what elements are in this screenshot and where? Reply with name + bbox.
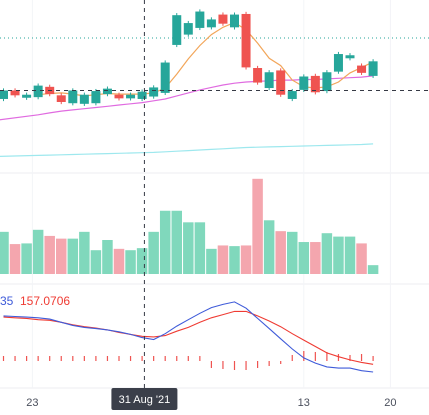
grid-layer xyxy=(0,0,429,389)
candle-body xyxy=(322,72,332,92)
volume-bar xyxy=(148,231,159,274)
macd-line xyxy=(3,301,374,373)
volume-bar xyxy=(9,244,21,274)
candle-body xyxy=(345,55,355,59)
candle-body xyxy=(230,14,239,28)
volume-pane xyxy=(0,178,379,274)
volume-bar xyxy=(310,242,321,274)
volume-bar xyxy=(159,210,171,274)
candle-body xyxy=(68,90,78,104)
candle-body xyxy=(10,90,20,96)
time-tick-label: 13 xyxy=(298,397,310,409)
volume-bar xyxy=(113,248,125,274)
candle-body xyxy=(357,65,367,73)
volume-bar xyxy=(206,248,217,274)
volume-bar xyxy=(263,220,275,274)
candle-body xyxy=(172,15,182,45)
volume-bar xyxy=(171,210,182,274)
time-tick-label: 20 xyxy=(384,397,396,409)
volume-bar xyxy=(90,250,102,274)
volume-bar xyxy=(21,243,32,274)
volume-bar xyxy=(252,178,263,274)
macd-pane xyxy=(2,301,374,373)
ma-long-line xyxy=(0,143,374,157)
volume-bar xyxy=(136,248,148,274)
volume-bar xyxy=(229,246,240,274)
candle-body xyxy=(22,94,32,98)
crosshair-date-label-bg xyxy=(111,388,178,410)
volume-bar xyxy=(102,240,113,274)
candle-body xyxy=(264,72,274,89)
candle-body xyxy=(276,70,286,95)
candle-body xyxy=(253,68,263,83)
candle-body xyxy=(91,91,101,104)
candle-body xyxy=(195,11,205,28)
time-tick-label: 23 xyxy=(26,397,38,409)
candle-body xyxy=(79,94,89,104)
macd-legend-value: 35 xyxy=(0,294,14,308)
candle-body xyxy=(149,87,159,97)
candle-body xyxy=(160,62,170,93)
candle-body xyxy=(183,23,193,35)
volume-bar xyxy=(44,235,55,274)
volume-bar xyxy=(183,222,194,274)
volume-bar xyxy=(287,231,298,274)
signal-legend-value: 157.0706 xyxy=(20,294,70,308)
candle-body xyxy=(137,91,147,99)
volume-bar xyxy=(275,231,286,274)
candle-body xyxy=(333,54,343,72)
crosshair-date-label: 31 Aug '21 xyxy=(119,394,171,406)
candle-body xyxy=(56,95,66,102)
candle-body xyxy=(241,13,251,68)
volume-bar xyxy=(333,236,344,274)
volume-bar xyxy=(217,245,229,274)
candle-body xyxy=(218,14,228,24)
candle-body xyxy=(287,91,297,99)
volume-bar xyxy=(240,245,252,274)
volume-bar xyxy=(67,238,79,274)
volume-bar xyxy=(194,222,206,274)
candle-body xyxy=(299,76,309,90)
time-axis: 23 13 20 31 Aug '21 xyxy=(26,388,397,410)
crosshair xyxy=(0,0,429,388)
volume-bar xyxy=(79,231,90,274)
candle-body xyxy=(33,85,43,98)
price-pane xyxy=(0,9,378,157)
volume-bar xyxy=(0,231,9,274)
candle-body xyxy=(368,61,378,76)
candle-body xyxy=(114,94,124,99)
candle-body xyxy=(102,88,112,95)
candle-body xyxy=(310,75,320,93)
volume-bar xyxy=(125,250,136,274)
candle-body xyxy=(0,90,8,99)
volume-bar xyxy=(367,265,379,274)
candle-body xyxy=(126,94,136,99)
volume-bar xyxy=(321,233,333,274)
volume-bar xyxy=(356,243,367,274)
volume-bar xyxy=(32,229,44,274)
candle-body xyxy=(206,19,216,28)
volume-bar xyxy=(344,236,356,274)
volume-bar xyxy=(56,238,67,274)
volume-bar xyxy=(298,242,310,274)
